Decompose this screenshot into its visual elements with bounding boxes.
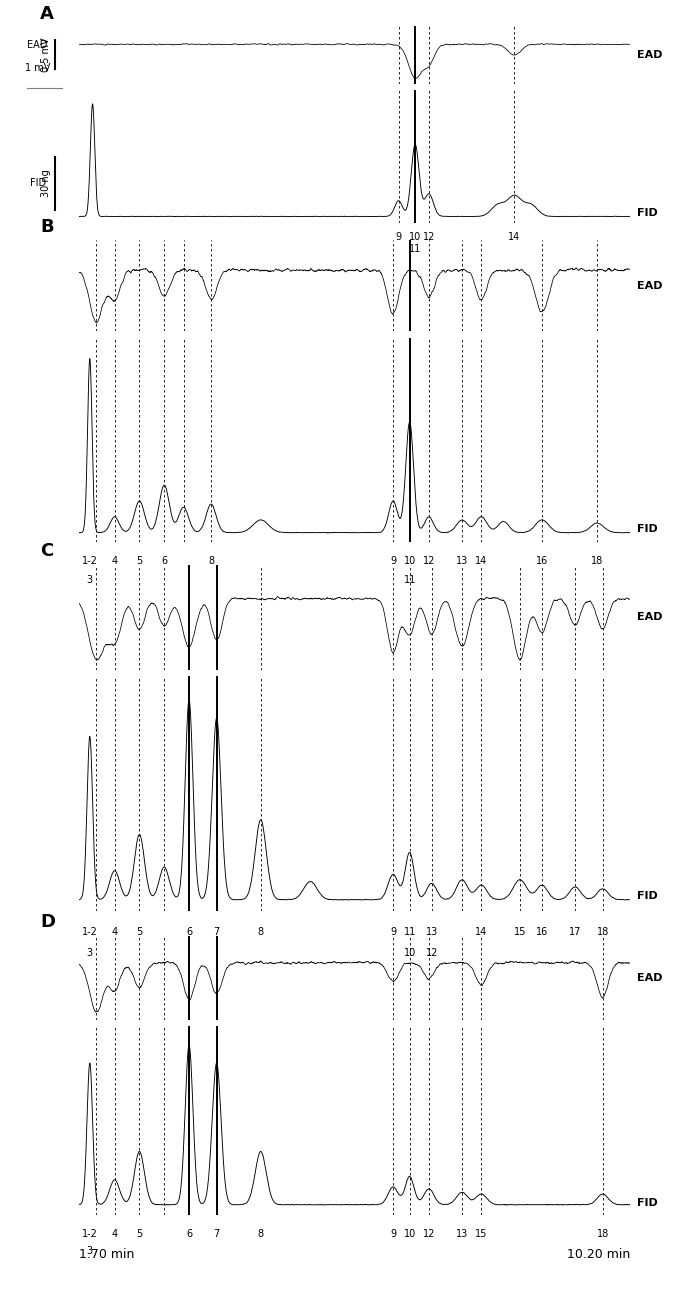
Text: 14: 14 xyxy=(475,556,488,566)
Text: FID: FID xyxy=(637,1198,658,1208)
Text: 11: 11 xyxy=(409,245,421,254)
Text: 17: 17 xyxy=(569,927,582,937)
Text: EAD: EAD xyxy=(27,39,48,49)
Text: EAD: EAD xyxy=(637,973,662,983)
Text: 16: 16 xyxy=(536,927,548,937)
Text: EAD: EAD xyxy=(637,612,662,622)
Text: 3: 3 xyxy=(87,948,93,958)
Text: 5: 5 xyxy=(136,927,142,937)
Text: 14: 14 xyxy=(475,927,488,937)
Text: 18: 18 xyxy=(597,1229,609,1238)
Text: 15: 15 xyxy=(514,927,526,937)
Text: 11: 11 xyxy=(403,927,416,937)
Text: 1-2: 1-2 xyxy=(82,556,98,566)
Text: 1-2: 1-2 xyxy=(82,927,98,937)
Text: 15: 15 xyxy=(475,1229,488,1238)
Text: 9: 9 xyxy=(390,927,396,937)
Text: 13: 13 xyxy=(456,556,468,566)
Text: C: C xyxy=(40,542,53,560)
Text: EAD: EAD xyxy=(637,281,662,290)
Text: FID: FID xyxy=(29,178,46,189)
Text: A: A xyxy=(40,5,54,23)
Text: 3: 3 xyxy=(87,1246,93,1255)
Text: 0.5 mV: 0.5 mV xyxy=(41,38,51,72)
Text: 11: 11 xyxy=(403,574,416,585)
Text: 8: 8 xyxy=(208,556,214,566)
Text: 13: 13 xyxy=(425,927,438,937)
Text: 8: 8 xyxy=(258,927,264,937)
Text: 10: 10 xyxy=(409,233,421,242)
Text: 7: 7 xyxy=(214,927,220,937)
Text: 12: 12 xyxy=(425,948,438,958)
Text: 14: 14 xyxy=(508,233,521,242)
Text: FID: FID xyxy=(637,891,658,901)
Text: EAD: EAD xyxy=(637,49,662,60)
Text: 4: 4 xyxy=(112,556,118,566)
Text: 5: 5 xyxy=(136,556,142,566)
Text: 6: 6 xyxy=(161,556,167,566)
Text: 9: 9 xyxy=(390,1229,396,1238)
Text: 13: 13 xyxy=(456,1229,468,1238)
Text: 5: 5 xyxy=(136,1229,142,1238)
Text: 1 mV: 1 mV xyxy=(25,62,51,73)
Text: 8: 8 xyxy=(258,1229,264,1238)
Text: 18: 18 xyxy=(597,927,609,937)
Text: 9: 9 xyxy=(395,233,401,242)
Text: FID: FID xyxy=(637,208,658,217)
Text: 10: 10 xyxy=(403,556,416,566)
Text: 10.20 min: 10.20 min xyxy=(567,1247,630,1260)
Text: 10: 10 xyxy=(403,948,416,958)
Text: 1.70 min: 1.70 min xyxy=(79,1247,134,1260)
Text: 12: 12 xyxy=(423,1229,435,1238)
Text: 4: 4 xyxy=(112,1229,118,1238)
Text: FID: FID xyxy=(637,523,658,534)
Text: 3: 3 xyxy=(87,574,93,585)
Text: 10: 10 xyxy=(403,1229,416,1238)
Text: 12: 12 xyxy=(423,556,435,566)
Text: 12: 12 xyxy=(423,233,435,242)
Text: 30 ng: 30 ng xyxy=(41,169,51,197)
Text: 1-2: 1-2 xyxy=(82,1229,98,1238)
Text: 7: 7 xyxy=(214,1229,220,1238)
Text: 9: 9 xyxy=(390,556,396,566)
Text: 4: 4 xyxy=(112,927,118,937)
Text: 16: 16 xyxy=(536,556,548,566)
Text: 18: 18 xyxy=(591,556,603,566)
Text: D: D xyxy=(40,914,55,931)
Text: B: B xyxy=(40,217,54,236)
Text: 6: 6 xyxy=(186,927,192,937)
Text: 6: 6 xyxy=(186,1229,192,1238)
